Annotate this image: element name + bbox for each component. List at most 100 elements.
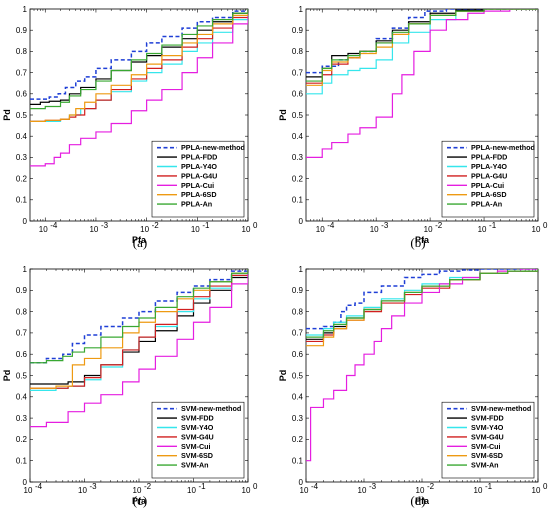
y-tick-label: 0.7 — [16, 68, 28, 77]
y-tick-label: 0.1 — [16, 196, 28, 205]
legend-label: SVM-FDD — [471, 414, 504, 423]
series-line-G4U — [30, 269, 248, 389]
x-tick-exponent: -1 — [202, 221, 210, 230]
x-tick-exponent: -3 — [369, 482, 377, 491]
legend-label: PPLA-6SD — [471, 190, 507, 199]
legend-label: SVM-Y4O — [181, 423, 214, 432]
legend-label: PPLA-Cui — [471, 181, 504, 190]
x-tick-label: 10 — [242, 225, 251, 234]
x-tick-exponent: -4 — [50, 221, 58, 230]
y-tick-label: 0.9 — [16, 26, 28, 35]
x-tick-label: 10 — [416, 486, 425, 495]
y-tick-label: 1 — [299, 5, 304, 14]
panel-label: (b) — [410, 235, 425, 250]
legend-label: SVM-G4U — [181, 432, 214, 441]
y-tick-label: 0.5 — [16, 111, 28, 120]
y-tick-label: 0.9 — [292, 286, 304, 295]
legend-label: SVM-G4U — [471, 432, 504, 441]
legend-label: SVM-FDD — [181, 414, 214, 423]
y-tick-label: 1 — [299, 265, 304, 274]
y-tick-label: 0.4 — [16, 393, 28, 402]
series-line-An — [30, 9, 248, 110]
legend-label: PPLA-Y4O — [181, 162, 217, 171]
y-tick-label: 0.8 — [16, 47, 28, 56]
series-line-Cui — [30, 269, 248, 428]
x-tick-exponent: -3 — [381, 221, 389, 230]
y-tick-label: 0.4 — [16, 132, 28, 141]
y-tick-label: 0.3 — [292, 414, 304, 423]
x-tick-exponent: -4 — [35, 482, 43, 491]
legend: PPLA-new-methodPPLA-FDDPPLA-Y4OPPLA-G4UP… — [151, 140, 245, 218]
y-tick-label: 0.4 — [292, 132, 304, 141]
y-tick-label: 0.5 — [292, 371, 304, 380]
legend-label: PPLA-new-method — [181, 143, 245, 152]
x-tick-exponent: -2 — [144, 482, 152, 491]
y-tick-label: 0.6 — [16, 350, 28, 359]
panel-label: (c) — [133, 493, 147, 508]
series-line-An — [306, 9, 538, 82]
legend-label: PPLA-An — [471, 200, 502, 209]
x-tick-exponent: -2 — [435, 221, 443, 230]
x-axis-label: Pfa — [415, 235, 430, 245]
y-tick-label: 0.1 — [292, 196, 304, 205]
x-tick-label: 10 — [474, 486, 483, 495]
y-tick-label: 0 — [23, 217, 28, 226]
series-line-new-method — [306, 269, 538, 330]
x-tick-label: 10 — [532, 486, 541, 495]
x-tick-label: 10 — [424, 225, 433, 234]
x-tick-exponent: -4 — [311, 482, 319, 491]
y-tick-label: 0.5 — [16, 371, 28, 380]
legend-label: PPLA-G4U — [471, 171, 507, 180]
legend-label: SVM-Cui — [181, 442, 211, 451]
legend-label: SVM-new-method — [181, 404, 241, 413]
x-tick-exponent: -3 — [101, 221, 109, 230]
legend-label: PPLA-FDD — [471, 153, 507, 162]
series-line-Cui — [306, 9, 538, 158]
series-line-Cui — [30, 9, 248, 167]
legend-label: SVM-An — [181, 461, 209, 470]
legend-label: SVM-new-method — [471, 404, 531, 413]
x-tick-label: 10 — [478, 225, 487, 234]
legend-label: PPLA-Y4O — [471, 162, 507, 171]
panel-label: (a) — [133, 235, 147, 250]
y-tick-label: 0.1 — [16, 457, 28, 466]
x-tick-exponent: -3 — [90, 482, 98, 491]
y-tick-label: 0.6 — [292, 90, 304, 99]
legend-label: PPLA-6SD — [181, 190, 217, 199]
x-tick-exponent: 0 — [543, 221, 548, 230]
x-tick-label: 10 — [89, 225, 98, 234]
y-tick-label: 0.8 — [292, 307, 304, 316]
y-tick-label: 0.3 — [16, 153, 28, 162]
y-tick-label: 0.2 — [16, 174, 28, 183]
series-line-new-method — [30, 9, 248, 100]
y-tick-label: 0.6 — [16, 90, 28, 99]
y-axis-label: Pd — [2, 109, 12, 121]
y-tick-label: 0.9 — [292, 26, 304, 35]
x-tick-label: 10 — [532, 225, 541, 234]
legend-label: SVM-6SD — [471, 451, 503, 460]
y-tick-label: 0.1 — [292, 457, 304, 466]
legend-label: SVM-An — [471, 461, 499, 470]
y-tick-label: 0.7 — [292, 329, 304, 338]
x-tick-label: 10 — [39, 225, 48, 234]
x-tick-label: 10 — [133, 486, 142, 495]
x-tick-label: 10 — [24, 486, 33, 495]
x-tick-label: 10 — [370, 225, 379, 234]
x-tick-exponent: -1 — [489, 221, 497, 230]
y-tick-label: 0 — [299, 478, 304, 487]
y-tick-label: 1 — [23, 265, 28, 274]
x-tick-exponent: 0 — [253, 221, 258, 230]
legend-label: PPLA-G4U — [181, 171, 217, 180]
y-tick-label: 0.3 — [16, 414, 28, 423]
y-tick-label: 0.2 — [292, 174, 304, 183]
x-axis-label: Pfa — [132, 496, 147, 506]
legend-label: PPLA-new-method — [471, 143, 535, 152]
x-tick-exponent: -4 — [327, 221, 335, 230]
x-tick-label: 10 — [140, 225, 149, 234]
series-line-6SD — [30, 9, 248, 122]
legend-label: SVM-6SD — [181, 451, 213, 460]
